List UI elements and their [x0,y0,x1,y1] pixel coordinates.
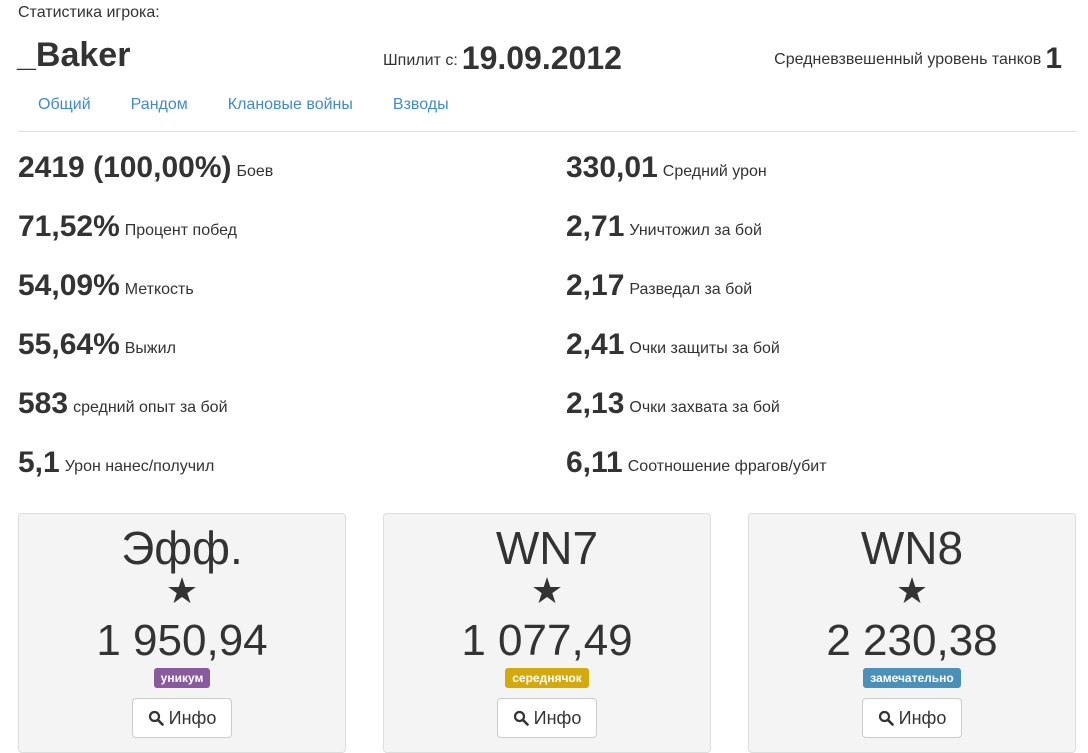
stat-label: Процент побед [124,221,237,239]
rating-value: 1 077,49 [461,616,633,665]
since-label: Шпилит с: [383,52,458,69]
stat-label: Очки защиты за бой [629,339,780,357]
info-label: Инфо [898,707,947,728]
stat-label: Средний урон [662,162,767,180]
star-icon: ★ [165,570,199,611]
avg-tank-level: Средневзвешенный уровень танков 1 [774,42,1062,76]
rating-title: Эфф. [121,522,243,574]
stat-row: 2,41 Очки защиты за бой [566,315,1086,374]
stat-label: средний опыт за бой [73,398,228,416]
rating-title: WN7 [495,522,599,574]
left-stats: 2419 (100,00%) Боев 71,52% Процент побед 54,… [18,138,538,492]
rating-badge: середнячок [505,668,589,688]
player-name: _Baker [17,36,131,74]
tab-general[interactable]: Общий [38,96,91,113]
search-icon [513,710,529,726]
stat-value: 6,11 [566,445,623,479]
tab-clan-wars[interactable]: Клановые войны [227,96,353,113]
stat-row: 55,64% Выжил [18,315,538,374]
star-icon: ★ [895,570,929,611]
level-value: 1 [1045,42,1062,75]
level-label: Средневзвешенный уровень танков [774,51,1042,68]
stat-row: 54,09% Меткость [18,256,538,315]
search-icon [878,710,894,726]
stat-row: 71,52% Процент побед [18,197,538,256]
info-label: Инфо [168,707,217,728]
stat-value: 583 [18,386,69,420]
stat-value: 2,41 [566,327,625,361]
stat-row: 2,13 Очки захвата за бой [566,374,1086,433]
right-stats: 330,01 Средний урон 2,71 Уничтожил за бой 2,… [566,138,1086,492]
stat-label: Уничтожил за бой [629,221,762,239]
rating-badge: замечательно [863,668,961,688]
tab-platoons[interactable]: Взводы [392,96,449,113]
stat-value: 2,17 [566,268,625,302]
stat-value: 330,01 [566,150,658,184]
stat-value: 5,1 [18,445,60,479]
stat-label: Разведал за бой [629,280,753,298]
rating-value: 1 950,94 [96,616,268,665]
rating-value: 2 230,38 [826,616,998,665]
search-icon [148,710,164,726]
stat-label: Соотношение фрагов/убит [627,457,827,475]
stat-row: 2,71 Уничтожил за бой [566,197,1086,256]
stat-row: 2,17 Разведал за бой [566,256,1086,315]
stat-row: 5,1 Урон нанес/получил [18,433,538,492]
stat-value: 71,52% [18,209,120,243]
stat-value: 2,71 [566,209,625,243]
stat-value: 2,13 [566,386,625,420]
stat-label: Урон нанес/получил [64,457,215,475]
rating-title: WN8 [860,522,964,574]
divider [18,131,1076,132]
stat-row: 6,11 Соотношение фрагов/убит [566,433,1086,492]
stats-tabs: Общий Рандом Клановые войны Взводы [18,96,469,114]
stat-label: Выжил [124,339,176,357]
info-label: Инфо [533,707,582,728]
rating-card: WN8 ★ 2 230,38 замечательно Инфо [748,513,1076,753]
stat-row: 2419 (100,00%) Боев [18,138,538,197]
star-icon: ★ [530,570,564,611]
since-value: 19.09.2012 [461,40,622,76]
info-button[interactable]: Инфо [132,698,232,738]
page-caption: Статистика игрока: [18,4,160,21]
info-button[interactable]: Инфо [497,698,597,738]
stat-row: 583 средний опыт за бой [18,374,538,433]
info-button[interactable]: Инфо [862,698,962,738]
rating-card: WN7 ★ 1 077,49 середнячок Инфо [383,513,711,753]
stat-value: 54,09% [18,268,120,302]
stat-value: 2419 (100,00%) [18,150,232,184]
stat-label: Меткость [124,280,194,298]
tab-random[interactable]: Рандом [130,96,188,113]
stat-row: 330,01 Средний урон [566,138,1086,197]
play-since: Шпилит с: 19.09.2012 [383,40,622,77]
stat-label: Боев [236,162,274,180]
rating-badge: уникум [153,668,211,688]
stat-value: 55,64% [18,327,120,361]
rating-card: Эфф. ★ 1 950,94 уникум Инфо [18,513,346,753]
stat-label: Очки захвата за бой [629,398,780,416]
